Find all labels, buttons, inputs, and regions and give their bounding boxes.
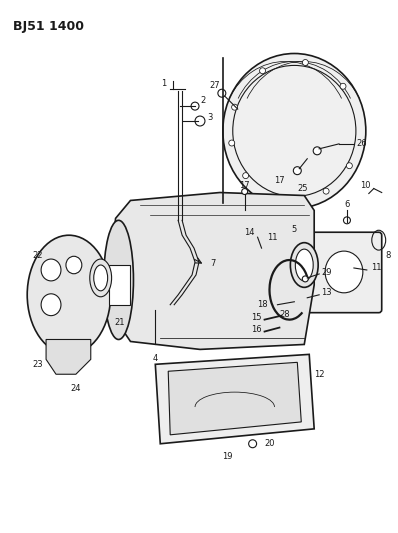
Text: 21: 21 (114, 318, 125, 327)
Circle shape (243, 173, 249, 179)
Text: 5: 5 (292, 225, 297, 235)
Text: 6: 6 (344, 200, 350, 209)
Text: 14: 14 (244, 228, 255, 237)
Text: 23: 23 (33, 360, 43, 369)
Circle shape (232, 104, 238, 110)
Circle shape (293, 167, 301, 175)
Circle shape (218, 89, 226, 97)
Text: 29: 29 (321, 269, 332, 278)
Text: 2: 2 (200, 96, 205, 105)
Circle shape (191, 102, 199, 110)
Text: 20: 20 (265, 439, 275, 448)
Circle shape (302, 276, 308, 282)
Circle shape (323, 188, 329, 194)
Ellipse shape (41, 294, 61, 316)
Circle shape (229, 140, 235, 146)
Circle shape (259, 68, 265, 74)
Text: 12: 12 (314, 370, 325, 379)
Text: 26: 26 (357, 139, 367, 148)
Circle shape (242, 189, 248, 195)
Circle shape (340, 83, 346, 89)
Text: 8: 8 (386, 251, 391, 260)
Text: 17: 17 (274, 176, 285, 184)
Text: 28: 28 (279, 310, 290, 319)
Ellipse shape (90, 259, 111, 297)
Circle shape (249, 440, 257, 448)
Polygon shape (168, 362, 301, 435)
Ellipse shape (103, 220, 133, 340)
Circle shape (343, 217, 350, 224)
Circle shape (280, 197, 286, 203)
Text: 18: 18 (257, 300, 267, 309)
Ellipse shape (223, 53, 366, 208)
Text: 11: 11 (267, 233, 278, 242)
Circle shape (346, 163, 352, 168)
Text: 15: 15 (251, 313, 261, 322)
Ellipse shape (291, 243, 318, 287)
Text: 16: 16 (251, 325, 261, 334)
Text: 4: 4 (153, 354, 158, 364)
Text: 1: 1 (161, 79, 166, 88)
FancyBboxPatch shape (306, 232, 382, 313)
Ellipse shape (41, 259, 61, 281)
Ellipse shape (27, 235, 111, 354)
Circle shape (302, 60, 308, 66)
Text: 17: 17 (239, 181, 250, 190)
Text: 11: 11 (371, 263, 381, 272)
Polygon shape (155, 354, 314, 444)
Ellipse shape (94, 265, 107, 291)
Ellipse shape (66, 256, 82, 274)
Text: 13: 13 (321, 288, 332, 297)
Text: 7: 7 (210, 259, 215, 268)
PathPatch shape (111, 192, 314, 350)
Text: 3: 3 (207, 113, 212, 122)
Text: 25: 25 (297, 183, 308, 192)
Circle shape (313, 147, 321, 155)
Text: 27: 27 (210, 82, 220, 90)
Text: 22: 22 (33, 251, 43, 260)
Bar (109, 265, 131, 305)
Text: BJ51 1400: BJ51 1400 (13, 20, 84, 33)
Text: 10: 10 (361, 181, 371, 190)
Ellipse shape (325, 251, 363, 293)
Text: 19: 19 (222, 451, 233, 461)
Polygon shape (46, 340, 91, 374)
Text: 24: 24 (70, 384, 81, 393)
Ellipse shape (295, 249, 313, 281)
Circle shape (195, 116, 205, 126)
